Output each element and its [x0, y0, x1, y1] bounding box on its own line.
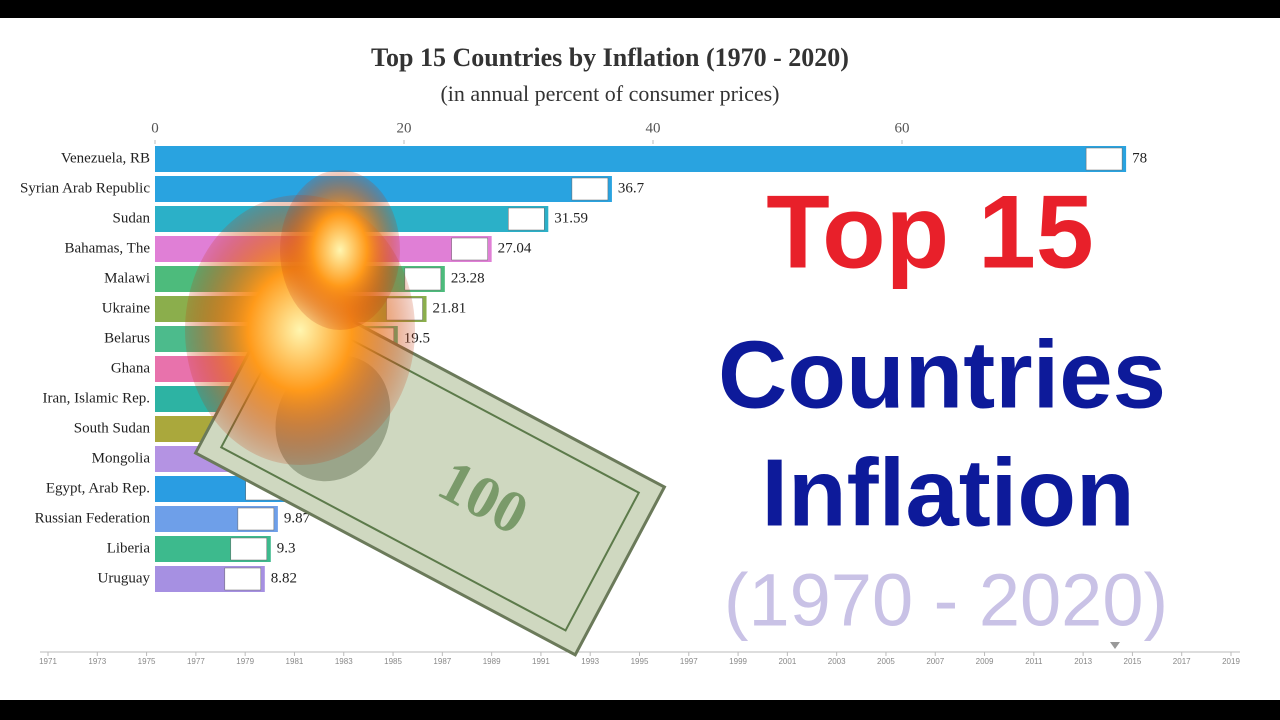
- value-label: 27.04: [498, 240, 532, 256]
- flag: [230, 537, 268, 561]
- timeline-label: 1997: [680, 657, 698, 666]
- x-tick-label: 60: [895, 120, 910, 136]
- category-label: Mongolia: [92, 450, 151, 466]
- timeline-label: 1983: [335, 657, 353, 666]
- timeline-label: 1989: [483, 657, 501, 666]
- category-label: Syrian Arab Republic: [20, 180, 150, 196]
- category-label: Bahamas, The: [64, 240, 150, 256]
- timeline: 1971 1973 1975 1977 1979 1981 1983 1985 1987 1989…: [39, 642, 1240, 666]
- chart-subtitle: (in annual percent of consumer prices): [440, 81, 779, 106]
- value-label: 78: [1132, 150, 1147, 166]
- timeline-label: 1975: [138, 657, 156, 666]
- timeline-label: 2017: [1173, 657, 1191, 666]
- category-label: Ghana: [111, 360, 150, 376]
- burning-bill: 100: [185, 170, 667, 657]
- flag: [404, 267, 442, 291]
- timeline-label: 2001: [778, 657, 796, 666]
- bar: [155, 146, 1127, 172]
- overlay-title: Inflation: [761, 439, 1134, 546]
- category-label: Russian Federation: [35, 510, 151, 526]
- category-label: Ukraine: [102, 300, 151, 316]
- timeline-label: 2009: [976, 657, 994, 666]
- timeline-label: 1993: [581, 657, 599, 666]
- timeline-label: 2019: [1222, 657, 1240, 666]
- value-label: 31.59: [554, 210, 588, 226]
- x-tick-label: 0: [151, 120, 159, 136]
- timeline-label: 1999: [729, 657, 747, 666]
- timeline-label: 2007: [926, 657, 944, 666]
- flag: [1085, 147, 1123, 171]
- value-label: 36.7: [618, 180, 645, 196]
- timeline-label: 1987: [433, 657, 451, 666]
- value-label: 21.81: [433, 300, 467, 316]
- category-label: Liberia: [107, 540, 151, 556]
- category-label: Belarus: [104, 330, 150, 346]
- timeline-label: 1973: [88, 657, 106, 666]
- category-label: Iran, Islamic Rep.: [43, 390, 150, 406]
- timeline-label: 1979: [236, 657, 254, 666]
- category-label: South Sudan: [74, 420, 151, 436]
- timeline-label: 1971: [39, 657, 57, 666]
- category-label: Egypt, Arab Rep.: [46, 480, 150, 496]
- timeline-label: 1977: [187, 657, 205, 666]
- flag: [508, 207, 545, 231]
- timeline-label: 2005: [877, 657, 895, 666]
- value-label: 23.28: [451, 270, 485, 286]
- timeline-label: 2015: [1124, 657, 1142, 666]
- category-label: Malawi: [104, 270, 150, 286]
- value-label: 9.3: [277, 540, 296, 556]
- category-label: Venezuela, RB: [61, 150, 150, 166]
- category-label: Sudan: [113, 210, 151, 226]
- timeline-label: 1991: [532, 657, 550, 666]
- category-label: Uruguay: [98, 570, 151, 586]
- value-label: 8.82: [271, 570, 297, 586]
- chart-title: Top 15 Countries by Inflation (1970 - 20…: [371, 43, 849, 72]
- timeline-label: 2003: [828, 657, 846, 666]
- value-label: 9.87: [284, 510, 311, 526]
- overlay-title: Top 15: [766, 174, 1093, 290]
- overlay-subtitle: (1970 - 2020): [724, 559, 1168, 642]
- timeline-label: 1995: [631, 657, 649, 666]
- overlay-title: Countries: [718, 321, 1166, 428]
- timeline-label: 2013: [1074, 657, 1092, 666]
- timeline-label: 1985: [384, 657, 402, 666]
- flag: [237, 507, 275, 531]
- flame: [280, 170, 400, 330]
- flag: [571, 177, 609, 201]
- timeline-label: 1981: [286, 657, 304, 666]
- timeline-pointer: [1110, 642, 1120, 649]
- x-tick-label: 20: [397, 120, 412, 136]
- flag: [451, 237, 488, 261]
- x-tick-label: 40: [646, 120, 661, 136]
- timeline-label: 2011: [1025, 657, 1043, 666]
- flag: [224, 567, 262, 591]
